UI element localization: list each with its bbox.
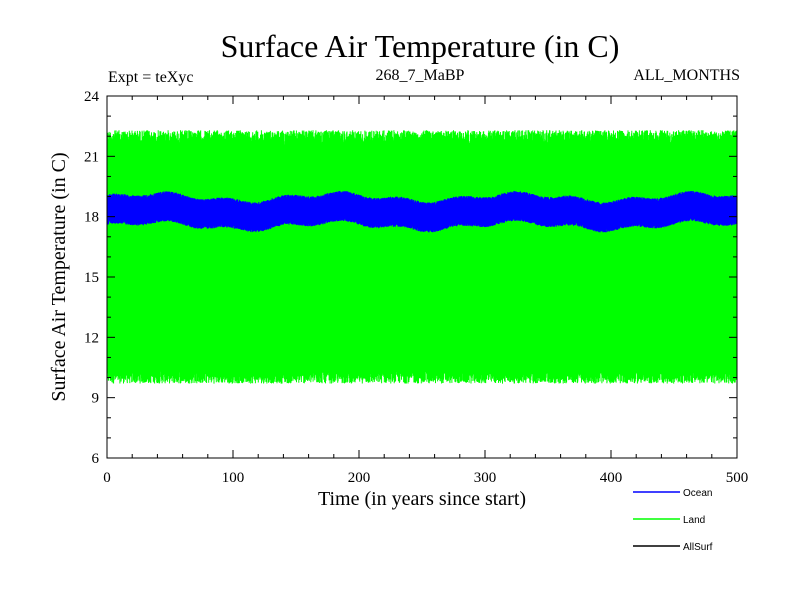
legend-label-allsurf: AllSurf [683, 542, 713, 553]
y-axis: 6 9 12 15 18 21 24 [84, 89, 737, 467]
x-tick-label: 200 [348, 470, 371, 486]
legend-label-ocean: Ocean [683, 488, 712, 499]
x-tick-label: 500 [726, 470, 749, 486]
series-line-ocean [107, 190, 737, 233]
period-label: 268_7_MaBP [376, 67, 465, 84]
legend-label-land: Land [683, 515, 705, 526]
chart-title: Surface Air Temperature (in C) [221, 28, 620, 64]
series-layer [107, 130, 737, 384]
y-axis-title: Surface Air Temperature (in C) [48, 152, 70, 401]
y-tick-label: 9 [92, 391, 100, 407]
legend: Ocean Land AllSurf [633, 488, 713, 553]
series-line-land [107, 130, 737, 384]
y-tick-label: 6 [92, 451, 100, 467]
y-tick-label: 18 [84, 210, 99, 226]
y-tick-label: 12 [84, 330, 99, 346]
x-tick-label: 300 [474, 470, 497, 486]
x-tick-label: 400 [600, 470, 623, 486]
months-label: ALL_MONTHS [633, 67, 740, 84]
x-tick-label: 0 [103, 470, 111, 486]
experiment-label: Expt = teXyc [108, 69, 193, 86]
x-tick-label: 100 [222, 470, 245, 486]
y-tick-label: 15 [84, 270, 99, 286]
x-axis-title: Time (in years since start) [318, 488, 526, 510]
x-axis: 0 100 200 300 400 500 [103, 96, 748, 486]
y-tick-label: 21 [84, 149, 99, 165]
y-tick-label: 24 [84, 89, 100, 105]
